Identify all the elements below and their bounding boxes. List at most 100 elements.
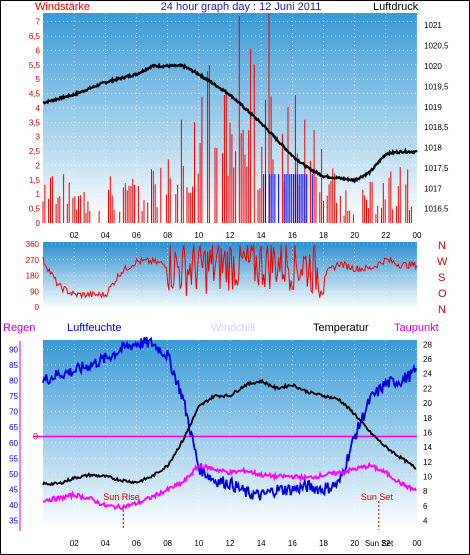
temperature-tick-label: 16 [423,428,432,437]
wind-tick-label: 4 [36,104,41,113]
taupunkt-label: Taupunkt [394,322,439,334]
wind-tick-label: 2 [36,161,41,170]
x-tick-label: 04 [101,539,110,548]
x-tick-label: 16 [288,539,297,548]
x-tick-label: 00 [413,231,422,240]
wind-tick-label: 5 [36,75,41,84]
temperature-tick-label: 8 [423,487,428,496]
x-tick-label: 22 [381,539,390,548]
x-tick-label: 12 [226,231,235,240]
x-tick-label: 06 [132,231,141,240]
pressure-tick-label: 1021 [424,21,442,30]
humidity-tick-label: 65 [9,423,18,432]
wind-direction-grid [43,243,418,308]
wind-tick-label: 4,5 [29,90,41,99]
luftdruck-label: Luftdruck [373,1,419,13]
sunrise-label: Sun Rise [103,492,140,502]
wind-speed-bars [42,13,412,223]
wind-tick-label: 1 [36,190,41,199]
temperature-tick-label: 10 [423,472,432,481]
sunset-label: Sun Set [361,492,394,502]
wind-tick-label: 0 [36,219,41,228]
luftfeuchte-label: Luftfeuchte [67,322,121,334]
temperature-tick-label: 6 [423,502,428,511]
temperatur-label: Temperatur [313,322,369,334]
temperature-tick-label: 28 [423,340,432,349]
x-tick-label: 16 [288,231,297,240]
x-tick-label: 14 [257,231,266,240]
humidity-line [42,336,417,501]
compass-letter-w: W [437,256,448,268]
wind-tick-label: 7 [36,18,41,27]
compass-letter-n-top: N [438,240,446,252]
wind-tick-label: 6 [36,46,41,55]
compass-letters: N W S O N [437,240,448,316]
wind-direction-line [42,244,418,300]
humidity-axis-ticks: 35 40 45 50 55 60 65 70 75 80 85 90 [9,345,18,525]
humidity-tick-label: 60 [9,439,18,448]
humidity-tick-label: 90 [9,345,18,354]
pressure-tick-label: 1019,5 [424,82,449,91]
wind-tick-label: 1,5 [29,176,41,185]
x-tick-label: 20 [350,231,359,240]
humidity-tick-label: 85 [9,361,18,370]
x-tick-label: 22 [381,231,390,240]
wind-pressure-x-ticks: 02 04 06 08 10 12 14 16 18 20 22 00 [70,231,422,240]
x-tick-label: 12 [226,539,235,548]
temperature-tick-label: 12 [423,458,432,467]
dewpoint-line [42,461,417,511]
direction-tick-label: 90 [30,287,39,296]
x-tick-label: 02 [70,539,79,548]
humidity-tick-label: 55 [9,454,18,463]
pressure-tick-label: 1017 [424,184,442,193]
pressure-tick-label: 1020,5 [424,42,449,51]
pressure-tick-label: 1020 [424,62,442,71]
pressure-axis-ticks: 1016,5 1017 1017,5 1018 1018,5 1019 1019,5 1020… [424,21,449,213]
direction-tick-label: 0 [35,303,40,312]
pressure-tick-label: 1018,5 [424,123,449,132]
pressure-tick-label: 1017,5 [424,164,449,173]
temperature-tick-label: 18 [423,414,432,423]
wind-tick-label: 3,5 [29,118,41,127]
humidity-tick-label: 35 [9,517,18,526]
x-tick-label: 18 [319,539,328,548]
humidity-tick-label: 45 [9,486,18,495]
temperature-tick-label: 4 [423,516,428,525]
x-tick-label: 02 [70,231,79,240]
x-tick-label: 08 [163,539,172,548]
regen-zero-label: 0 [33,432,38,442]
compass-letter-s: S [438,272,445,284]
temperature-axis-ticks: 4 6 8 10 12 14 16 18 20 22 24 26 28 [423,340,432,525]
wind-tick-label: 5,5 [29,61,41,70]
x-tick-label: 00 [413,539,422,548]
x-tick-label: 20 [350,539,359,548]
temperature-tick-label: 14 [423,443,432,452]
humidity-tick-label: 80 [9,376,18,385]
wind-axis-ticks: 0 0,5 1 1,5 2 2,5 3 3,5 4 4,5 5 5,5 6 6,5 7 [29,18,41,228]
regen-label: Regen [3,322,35,334]
compass-letter-o: O [438,288,447,300]
temperature-tick-label: 24 [423,370,432,379]
direction-tick-label: 360 [26,240,40,249]
gust-bar-series [263,174,313,223]
wind-tick-label: 2,5 [29,147,41,156]
wind-tick-label: 0,5 [29,205,41,214]
humidity-tick-label: 50 [9,470,18,479]
humidity-tick-label: 70 [9,408,18,417]
pressure-line [42,62,418,184]
humidity-temperature-x-ticks: 02 04 06 08 10 12 14 16 18 20 22 00 [70,539,422,548]
x-tick-label: 18 [319,231,328,240]
wind-direction-axis-ticks: 0 90 180 270 360 [26,240,40,312]
wind-pressure-grid [43,13,418,224]
windstaerke-label: Windstärke [35,1,90,13]
temperature-tick-label: 26 [423,355,432,364]
windchill-label: Windchill [211,322,255,334]
x-tick-label: 08 [163,231,172,240]
temperature-tick-label: 20 [423,399,432,408]
x-tick-label: 10 [194,231,203,240]
x-tick-label: 06 [132,539,141,548]
pressure-tick-label: 1016,5 [424,205,449,214]
direction-tick-label: 180 [26,272,40,281]
